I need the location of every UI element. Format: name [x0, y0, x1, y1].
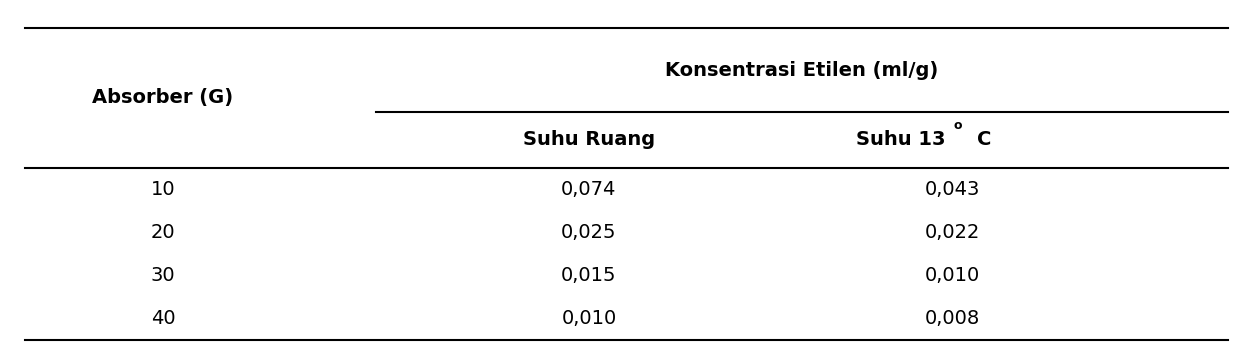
Text: 20: 20 — [150, 223, 175, 242]
Text: 0,043: 0,043 — [925, 180, 980, 199]
Text: 40: 40 — [150, 309, 175, 328]
Text: Suhu 13: Suhu 13 — [856, 131, 952, 149]
Text: 0,074: 0,074 — [561, 180, 616, 199]
Text: 0,025: 0,025 — [561, 223, 616, 242]
Text: Absorber (G): Absorber (G) — [93, 89, 233, 107]
Text: 0,010: 0,010 — [561, 309, 616, 328]
Text: 0,008: 0,008 — [925, 309, 980, 328]
Text: o: o — [954, 119, 962, 133]
Text: Konsentrasi Etilen (ml/g): Konsentrasi Etilen (ml/g) — [665, 61, 938, 79]
Text: Suhu Ruang: Suhu Ruang — [523, 131, 655, 149]
Text: C: C — [977, 131, 991, 149]
Text: 0,015: 0,015 — [561, 266, 616, 285]
Text: 30: 30 — [150, 266, 175, 285]
Text: 10: 10 — [150, 180, 175, 199]
Text: 0,010: 0,010 — [925, 266, 980, 285]
Text: 0,022: 0,022 — [925, 223, 980, 242]
